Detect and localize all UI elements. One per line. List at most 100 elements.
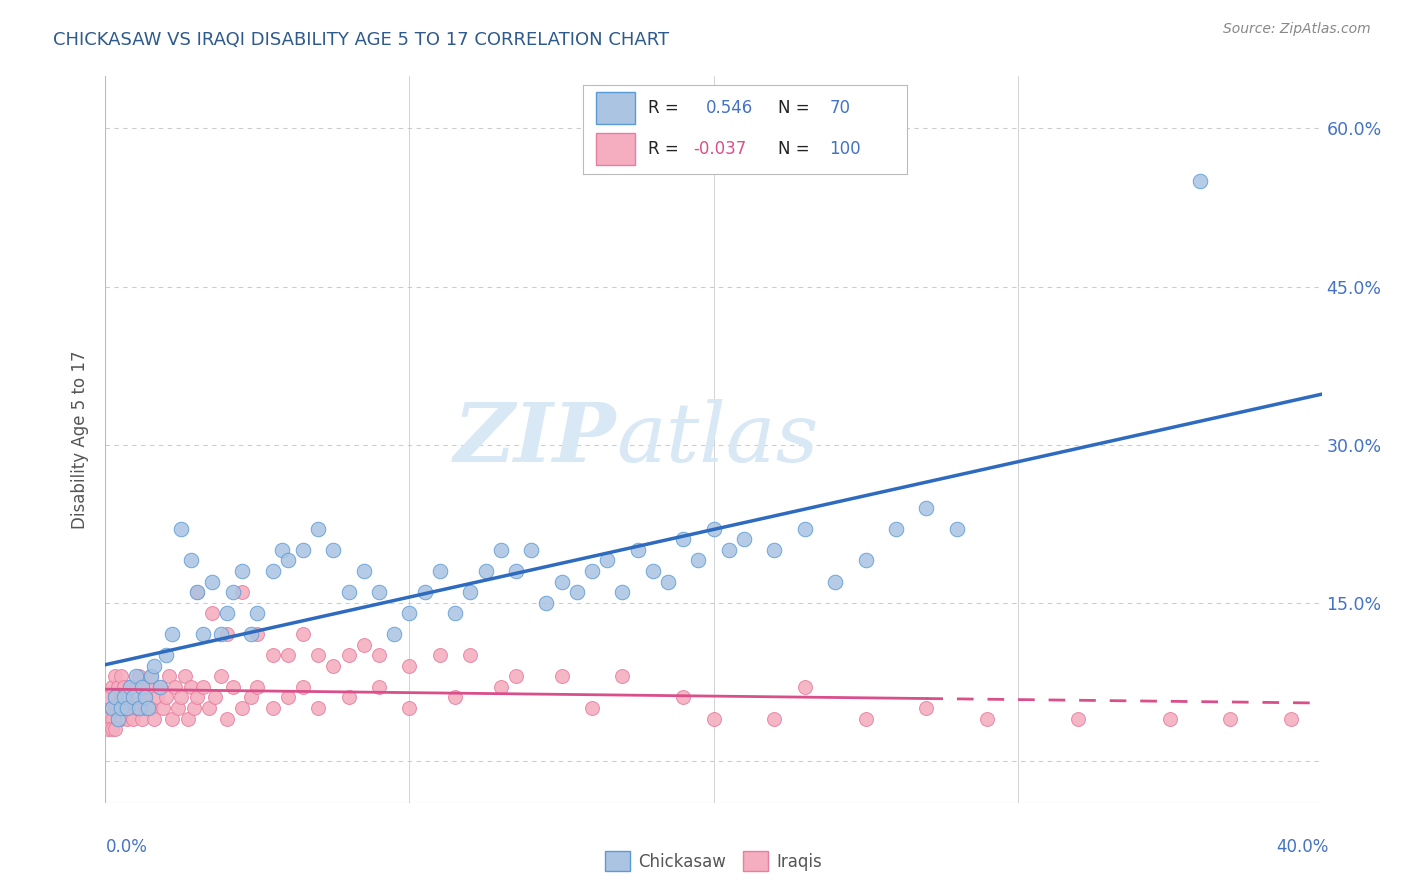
Point [134,690,156,705]
Point [277,648,299,663]
Point [353,564,375,578]
Point [270,543,292,558]
Point [565,585,588,599]
Point [733,533,755,547]
Point [322,658,344,673]
Text: 70: 70 [830,99,851,117]
Point [398,606,420,620]
Point [505,669,527,683]
Point [429,564,451,578]
Point [146,690,169,705]
Point [118,680,141,694]
Point [131,680,153,694]
Point [915,500,938,515]
Point [222,585,245,599]
Point [382,627,405,641]
Point [121,690,143,705]
Point [100,712,122,726]
Point [368,585,391,599]
Point [793,522,815,536]
Point [110,701,132,715]
Point [155,648,177,663]
Point [231,701,253,715]
Point [626,543,648,558]
Point [110,712,132,726]
Text: R =: R = [648,99,679,117]
Point [337,648,360,663]
Point [112,680,135,694]
Point [112,701,135,715]
Point [292,680,315,694]
Point [128,690,150,705]
Point [231,585,253,599]
Point [97,690,120,705]
Point [763,543,786,558]
Point [277,690,299,705]
Point [262,648,284,663]
Point [162,627,184,641]
Point [474,564,496,578]
Point [612,669,634,683]
Point [167,701,190,715]
Point [118,680,141,694]
Point [793,680,815,694]
Point [444,606,467,620]
Text: ZIP: ZIP [454,400,616,479]
Point [976,712,998,726]
Point [702,522,725,536]
Point [520,543,543,558]
Point [1188,174,1211,188]
Point [112,690,135,705]
Point [103,701,125,715]
Legend: Chickasaw, Iraqis: Chickasaw, Iraqis [599,845,828,878]
Point [170,522,193,536]
Point [173,669,195,683]
Point [107,680,129,694]
Point [657,574,679,589]
Point [204,690,226,705]
Point [353,638,375,652]
Point [240,627,263,641]
Point [100,701,122,715]
Point [429,648,451,663]
Point [139,669,162,683]
Point [536,596,558,610]
Point [209,627,232,641]
Point [915,701,938,715]
Point [136,701,159,715]
Point [550,669,572,683]
Point [262,564,284,578]
Point [191,627,214,641]
Point [107,712,129,726]
Point [672,533,695,547]
Point [186,690,208,705]
Point [368,648,391,663]
Point [307,648,329,663]
Point [110,669,132,683]
Point [186,585,208,599]
Point [170,690,193,705]
Point [246,680,269,694]
Point [641,564,664,578]
Point [1279,712,1302,726]
Point [550,574,572,589]
Point [322,543,344,558]
Point [198,701,221,715]
Point [246,627,269,641]
Point [134,701,156,715]
Point [107,701,129,715]
Text: -0.037: -0.037 [693,140,747,158]
Point [143,712,166,726]
Point [134,690,156,705]
Point [103,722,125,736]
Point [231,564,253,578]
Point [103,669,125,683]
Point [337,585,360,599]
Point [884,522,907,536]
Text: atlas: atlas [616,400,818,479]
Point [688,553,710,567]
Point [307,701,329,715]
Point [945,522,967,536]
Point [217,627,239,641]
Point [246,606,269,620]
